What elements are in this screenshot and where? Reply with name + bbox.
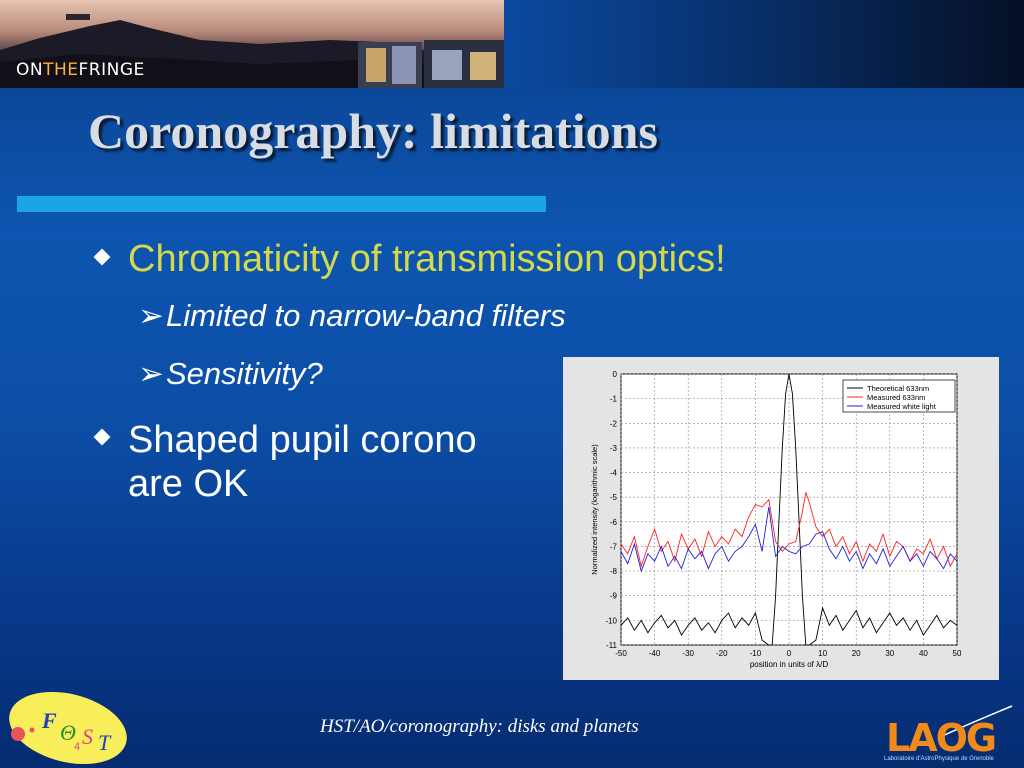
legend-box xyxy=(842,379,956,413)
x-tick-label: 0 xyxy=(787,649,792,658)
bullet-text: Chromaticity of transmission optics! xyxy=(128,238,726,280)
sub-bullet-text: Limited to narrow-band filters xyxy=(165,298,566,333)
series-line-0 xyxy=(620,373,958,646)
bullet-text-line2: are OK xyxy=(128,463,249,505)
header-banner-image: ONTHEFRINGE xyxy=(0,0,504,88)
x-tick-label: -30 xyxy=(682,649,694,658)
y-tick-label: -7 xyxy=(610,542,618,551)
arrow-bullet-icon: ➢ xyxy=(138,356,164,391)
y-tick-label: -8 xyxy=(610,567,618,576)
bullet-chromaticity: Chromaticity of transmission optics! xyxy=(93,238,726,281)
series-line-1 xyxy=(620,492,958,568)
arrow-bullet-icon: ➢ xyxy=(138,298,164,333)
legend-entry: Measured white light xyxy=(867,402,937,411)
fost-letter-theta: Θ xyxy=(60,720,76,745)
series-line-2 xyxy=(620,506,958,573)
y-tick-label: -5 xyxy=(610,493,618,502)
x-tick-label: 40 xyxy=(919,649,928,658)
diamond-bullet-icon xyxy=(93,248,111,266)
y-axis-label: Normalized intensity (logarithmic scale) xyxy=(590,444,599,575)
y-tick-label: -9 xyxy=(610,592,618,601)
bullet-text-line1: Shaped pupil corono xyxy=(128,419,477,461)
x-tick-label: -40 xyxy=(649,649,661,658)
y-tick-label: -2 xyxy=(610,419,618,428)
fost-letter-t: T xyxy=(98,730,112,755)
mountain-observatory-image xyxy=(0,14,504,88)
x-tick-label: 30 xyxy=(885,649,894,658)
intensity-profile-chart: -50 -40 -30 -20 -10 0 10 20 30 40 50 0 -1 -2 -3 -4 -5 -6 -… xyxy=(563,357,999,680)
y-tick-label: -11 xyxy=(606,641,618,650)
y-tick-label: -1 xyxy=(610,395,618,404)
x-tick-label: 20 xyxy=(852,649,861,658)
x-tick-label: -50 xyxy=(615,649,627,658)
x-tick-label: -20 xyxy=(716,649,728,658)
sub-bullet-sensitivity: ➢Sensitivity? xyxy=(138,356,323,392)
fost-digit-four: 4 xyxy=(74,741,80,753)
y-tick-label: -3 xyxy=(610,444,618,453)
diamond-bullet-icon xyxy=(93,428,111,446)
fost-letter-s: S xyxy=(82,724,93,749)
sub-bullet-text: Sensitivity? xyxy=(165,356,323,391)
legend-entry: Theoretical 633nm xyxy=(867,384,929,393)
chart-svg: -50 -40 -30 -20 -10 0 10 20 30 40 50 0 -1 -2 -3 -4 -5 -6 -… xyxy=(590,370,962,669)
fost-logo: F Θ 4 S T xyxy=(9,691,127,765)
laog-swoosh-icon xyxy=(937,705,1013,739)
y-tick-label: -10 xyxy=(605,616,617,625)
x-tick-label: -10 xyxy=(750,649,762,658)
footer-caption: HST/AO/coronography: disks and planets xyxy=(320,716,639,737)
laog-logo-subtitle: Laboratoire d'AstroPhysique de Grenoble xyxy=(884,756,994,762)
on-the-fringe-logo: ONTHEFRINGE xyxy=(16,60,145,80)
y-tick-label: 0 xyxy=(613,370,618,379)
slide-title: Coronography: limitations xyxy=(88,103,658,159)
y-tick-label: -4 xyxy=(610,469,618,478)
x-axis-label: position in units of λ/D xyxy=(750,660,828,669)
fost-letter-f: F xyxy=(41,708,57,733)
header-band xyxy=(504,0,1024,88)
x-tick-label: 10 xyxy=(818,649,827,658)
legend-entry: Measured 633nm xyxy=(867,393,925,402)
y-tick-label: -6 xyxy=(610,518,618,527)
title-underline-bar xyxy=(17,196,546,212)
x-tick-label: 50 xyxy=(953,649,962,658)
laog-logo-text: LAOG xyxy=(886,716,997,760)
bullet-shaped-pupil: Shaped pupil corono are OK xyxy=(93,418,477,506)
sub-bullet-narrow-band: ➢Limited to narrow-band filters xyxy=(138,298,566,334)
